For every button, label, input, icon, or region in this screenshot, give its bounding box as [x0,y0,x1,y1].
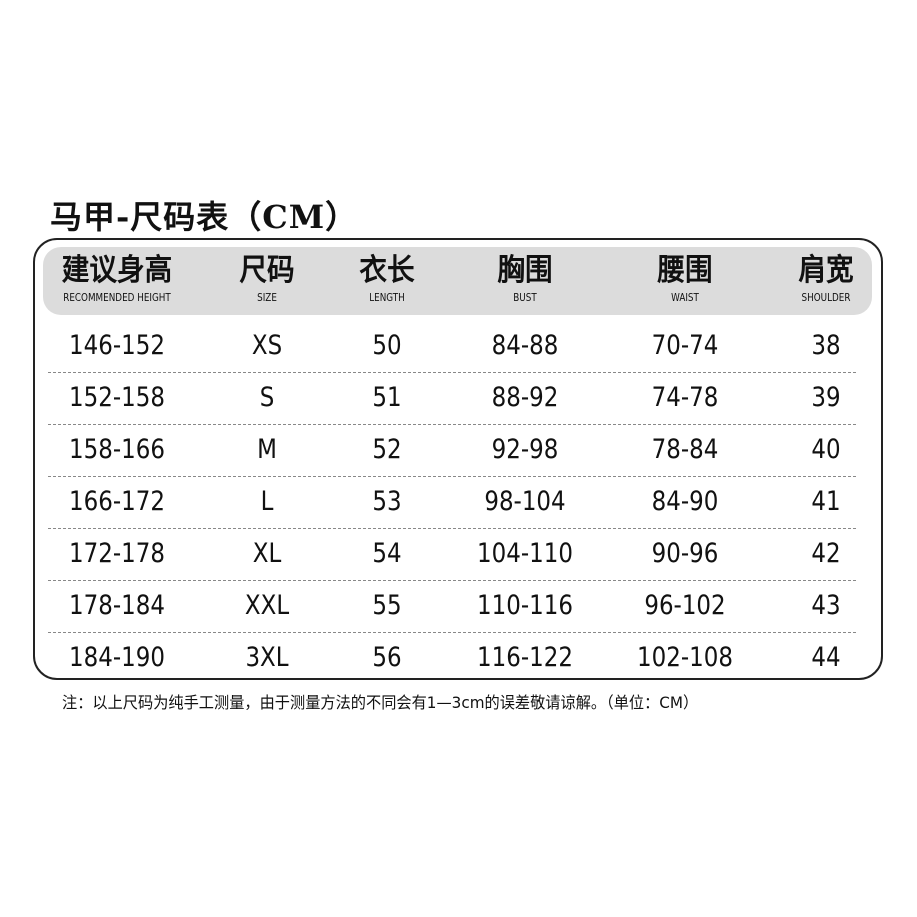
table-cell: 84-88 [491,330,559,361]
table-cell: S [259,382,275,413]
row-divider [48,424,856,425]
table-cell: 104-110 [477,538,573,569]
table-cell: 56 [372,642,402,673]
table-cell: 90-96 [651,538,719,569]
size-table-frame [33,238,883,680]
table-cell: 178-184 [69,590,165,621]
column-header: 建议身高 [61,253,173,288]
row-divider [48,528,856,529]
table-cell: 146-152 [69,330,165,361]
table-cell: 88-92 [491,382,559,413]
column-header: 胸围 [497,253,553,288]
row-divider [48,632,856,633]
table-cell: 53 [372,486,402,517]
table-cell: 116-122 [477,642,573,673]
column-header: 肩宽 [798,253,854,288]
table-cell: XL [252,538,282,569]
page-title: 马甲-尺码表（CM） [50,198,359,236]
table-cell: 70-74 [651,330,719,361]
column-header-en: WAIST [671,291,699,304]
table-cell: 3XL [245,642,289,673]
table-cell: 50 [372,330,402,361]
table-cell: 172-178 [69,538,165,569]
row-divider [48,476,856,477]
table-cell: M [257,434,277,465]
column-header: 腰围 [657,253,713,288]
table-cell: 96-102 [644,590,726,621]
table-cell: 42 [811,538,841,569]
table-cell: 98-104 [484,486,566,517]
table-cell: XXL [244,590,290,621]
table-cell: 152-158 [69,382,165,413]
table-cell: 166-172 [69,486,165,517]
table-cell: XS [251,330,283,361]
table-cell: 51 [372,382,402,413]
table-cell: 55 [372,590,402,621]
table-cell: 38 [811,330,841,361]
table-cell: 84-90 [651,486,719,517]
column-header-en: BUST [513,291,537,304]
table-cell: 78-84 [651,434,719,465]
table-cell: 54 [372,538,402,569]
table-cell: 158-166 [69,434,165,465]
column-header-en: LENGTH [369,291,405,304]
column-header-en: SIZE [257,291,277,304]
table-cell: 74-78 [651,382,719,413]
column-header-en: RECOMMENDED HEIGHT [63,291,171,304]
table-cell: 102-108 [637,642,733,673]
column-header: 尺码 [239,253,295,288]
table-cell: 184-190 [69,642,165,673]
table-cell: 92-98 [491,434,559,465]
table-cell: 39 [811,382,841,413]
table-cell: 110-116 [477,590,573,621]
column-header-en: SHOULDER [801,291,851,304]
table-cell: 41 [811,486,841,517]
row-divider [48,372,856,373]
table-header-band [43,247,872,315]
table-cell: L [260,486,274,517]
footnote: 注：以上尺码为纯手工测量，由于测量方法的不同会有1—3cm的误差敬请谅解。（单位… [62,693,699,712]
table-cell: 44 [811,642,841,673]
row-divider [48,580,856,581]
table-cell: 43 [811,590,841,621]
table-cell: 40 [811,434,841,465]
table-cell: 52 [372,434,402,465]
column-header: 衣长 [359,253,415,288]
